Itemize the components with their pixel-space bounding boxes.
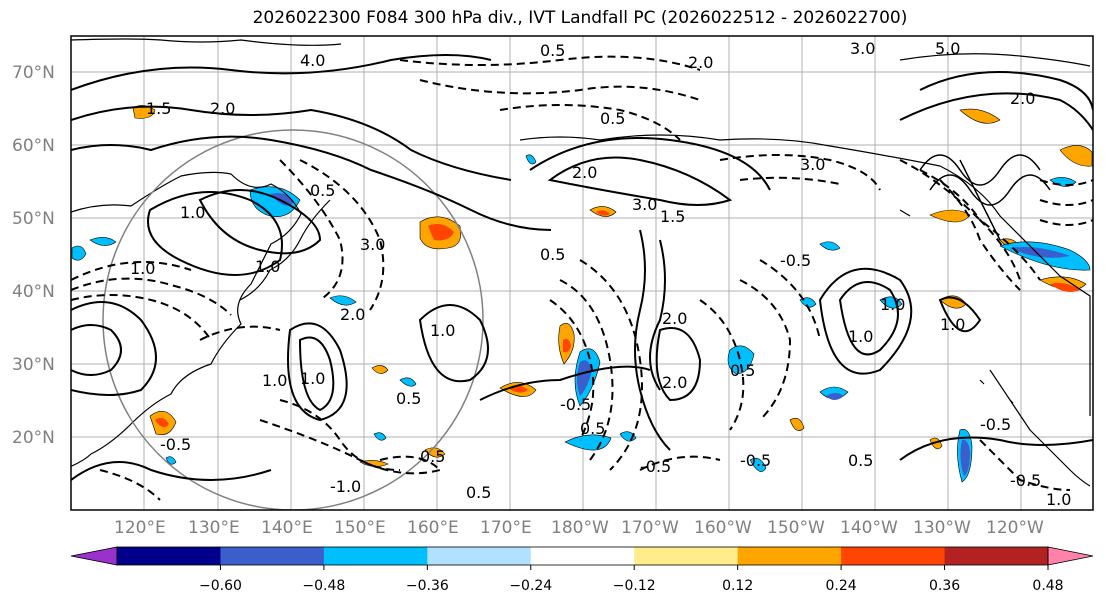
- contour-label: 2.0: [210, 99, 235, 118]
- latitude-labels: 70°N 60°N 50°N 40°N 30°N 20°N: [12, 63, 55, 448]
- longitude-labels: 120°E 130°E 140°E 150°E 160°E 170°E 180°…: [114, 518, 1044, 538]
- coastlines: [71, 38, 1091, 487]
- lon-label: 120°W: [986, 518, 1044, 538]
- lat-label: 60°N: [12, 136, 55, 156]
- contour-label: -0.5: [980, 415, 1011, 434]
- contour-label: 2.0: [340, 305, 365, 324]
- alaska-contours: [919, 154, 1051, 241]
- colorbar-segment: [117, 547, 221, 565]
- contour-label: -0.5: [160, 435, 191, 454]
- colorbar-tick-label: 0.48: [1032, 578, 1063, 594]
- contour-label: -0.5: [560, 395, 591, 414]
- colorbar-segment: [841, 547, 946, 565]
- lon-label: 150°W: [767, 518, 825, 538]
- colorbar-segment: [944, 547, 1049, 565]
- lon-label: 160°E: [407, 518, 459, 538]
- colorbar-extend-high: [1047, 546, 1094, 566]
- contour-label: 1.0: [848, 327, 873, 346]
- colorbar-frame: [116, 546, 1049, 566]
- contour-label: 0.5: [466, 483, 491, 502]
- colorbar-segment: [634, 547, 739, 565]
- contour-label: 0.5: [310, 181, 335, 200]
- colorbar-segment: [530, 547, 635, 565]
- contour-label: 0.5: [540, 245, 565, 264]
- contour-label: 0.5: [600, 109, 625, 128]
- lon-label: 140°E: [261, 518, 313, 538]
- contour-label: 4.0: [300, 51, 325, 70]
- contour-label: -0.5: [740, 451, 771, 470]
- colorbar-tick-label: −0.36: [406, 578, 449, 594]
- contour-label: 1.0: [255, 257, 280, 276]
- lon-label: 180°W: [551, 518, 609, 538]
- contour-label: 1.0: [130, 259, 155, 278]
- contour-label: -0.5: [1010, 471, 1041, 490]
- colorbar-tick-label: 0.12: [722, 578, 753, 594]
- colorbar-tick-label: 0.24: [826, 578, 857, 594]
- contour-label: 5.0: [935, 39, 960, 58]
- contour-label: 3.0: [800, 155, 825, 174]
- contour-label: 1.0: [262, 371, 287, 390]
- negative-contours: [71, 55, 1093, 501]
- contour-label: 2.0: [662, 309, 687, 328]
- contour-label: -0.5: [780, 251, 811, 270]
- contour-label: 3.0: [632, 195, 657, 214]
- lon-label: 130°W: [913, 518, 971, 538]
- positive-contours: [71, 54, 1093, 481]
- lon-label: 170°E: [480, 518, 532, 538]
- contour-label: 0.5: [540, 41, 565, 60]
- contour-label: 2.0: [688, 53, 713, 72]
- contour-label: 1.0: [180, 203, 205, 222]
- colorbar-extend-low: [70, 546, 118, 566]
- colorbar-tick-label: −0.48: [302, 578, 345, 594]
- colorbar: −0.60 −0.48 −0.36 −0.24 −0.12 0.12 0.24 0.36 0.4…: [70, 546, 1094, 594]
- colorbar-segment: [737, 547, 842, 565]
- colorbar-tick-label: 0.36: [929, 578, 960, 594]
- divergence-shading: [71, 105, 1093, 483]
- contour-label: 0.5: [420, 447, 445, 466]
- contour-label: 1.0: [300, 369, 325, 388]
- contour-label: 2.0: [572, 163, 597, 182]
- colorbar-tick-label: −0.60: [199, 578, 242, 594]
- contour-label: 1.0: [1046, 490, 1071, 509]
- contour-label: 1.5: [660, 207, 685, 226]
- colorbar-segment: [220, 547, 325, 565]
- map-title: 2026022300 F084 300 hPa div., IVT Landfa…: [252, 8, 908, 28]
- contour-label: 0.5: [848, 451, 873, 470]
- contour-label: -0.5: [640, 457, 671, 476]
- contour-label: 1.0: [430, 321, 455, 340]
- contour-label: 0.5: [396, 389, 421, 408]
- range-circle: [102, 129, 484, 510]
- contour-label: -1.0: [330, 477, 361, 496]
- colorbar-segment: [323, 547, 428, 565]
- contour-label: 3.0: [850, 39, 875, 58]
- contour-label: 2.0: [662, 373, 687, 392]
- contour-label: 1.5: [146, 99, 171, 118]
- contour-label: 2.0: [1010, 89, 1035, 108]
- lat-label: 70°N: [12, 63, 55, 83]
- colorbar-tick-label: −0.24: [509, 578, 552, 594]
- lon-label: 120°E: [114, 518, 166, 538]
- lon-label: 140°W: [840, 518, 898, 538]
- lat-label: 30°N: [12, 355, 55, 375]
- contour-labels: 4.0 3.0 2.0 5.0 2.0 3.0 1.5 2.0 0.5 1.0 …: [130, 39, 1071, 509]
- contour-label: 1.0: [880, 295, 905, 314]
- contour-label: 0.5: [730, 361, 755, 380]
- lon-label: 150°E: [334, 518, 386, 538]
- plot-frame: [70, 35, 1094, 511]
- lat-label: 50°N: [12, 209, 55, 229]
- contour-label: 1.0: [940, 315, 965, 334]
- contour-label: 3.0: [360, 235, 385, 254]
- lat-label: 40°N: [12, 282, 55, 302]
- lat-label: 20°N: [12, 428, 55, 448]
- contour-label: 0.5: [580, 419, 605, 438]
- colorbar-segment: [427, 547, 532, 565]
- lon-label: 130°E: [188, 518, 240, 538]
- lon-label: 170°W: [621, 518, 679, 538]
- lon-label: 160°W: [694, 518, 752, 538]
- colorbar-tick-label: −0.12: [613, 578, 656, 594]
